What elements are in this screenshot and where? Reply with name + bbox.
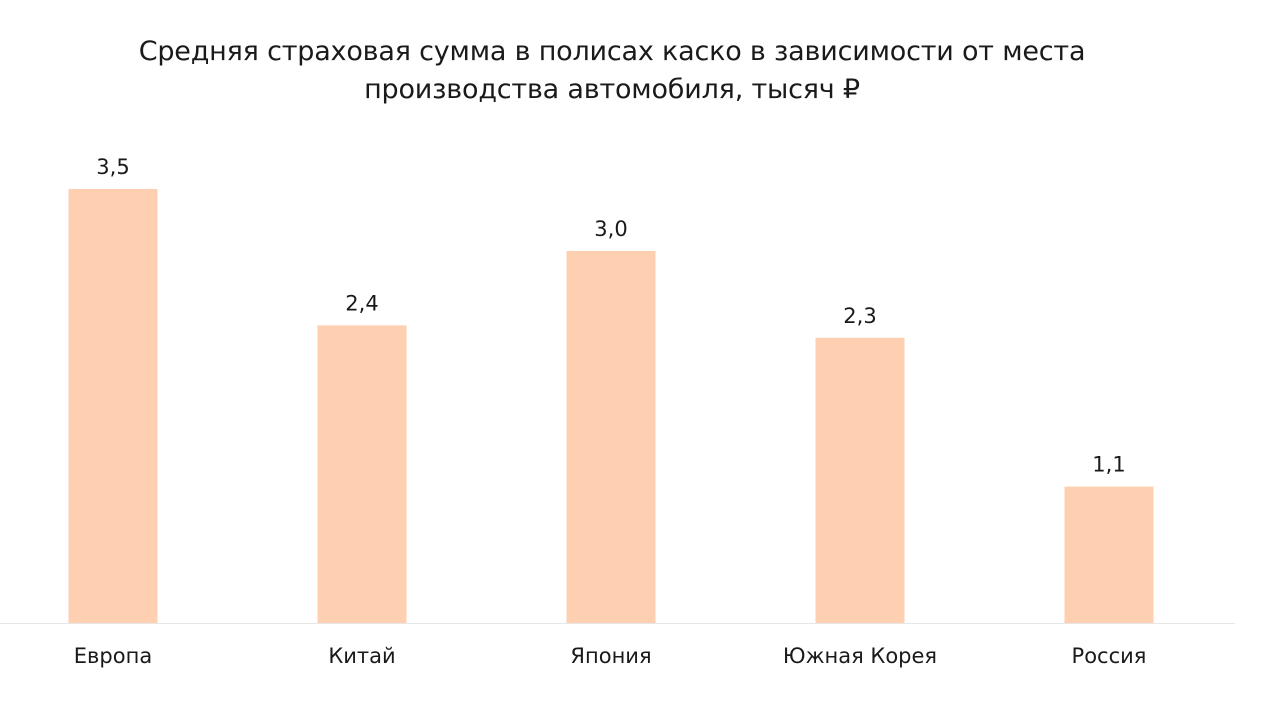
- x-tick-label-0: Европа: [74, 644, 152, 668]
- x-tick-labels-group: Европа Китай Япония Южная Корея Россия: [74, 644, 1147, 668]
- bar-value-label-1: 2,4: [345, 291, 378, 315]
- value-labels-group: 3,5 2,4 3,0 2,3 1,1: [96, 155, 1125, 477]
- bar-0: [68, 189, 158, 623]
- bars-group: [68, 189, 1154, 623]
- bar-1: [317, 325, 407, 623]
- bar-value-label-4: 1,1: [1092, 453, 1125, 477]
- bar-value-label-0: 3,5: [96, 155, 129, 179]
- bar-value-label-2: 3,0: [594, 217, 627, 241]
- bar-2: [566, 251, 656, 623]
- x-tick-label-4: Россия: [1072, 644, 1147, 668]
- bar-4: [1064, 486, 1154, 623]
- bar-3: [815, 337, 905, 623]
- x-tick-label-2: Япония: [570, 644, 651, 668]
- chart-title-line-1: Средняя страховая сумма в полисах каско …: [138, 36, 1086, 67]
- chart-title-line-2: производства автомобиля, тысяч ₽: [364, 74, 860, 105]
- x-tick-label-1: Китай: [328, 644, 395, 668]
- x-tick-label-3: Южная Корея: [783, 644, 937, 668]
- chart-title: Средняя страховая сумма в полисах каско …: [0, 33, 1224, 109]
- bar-value-label-3: 2,3: [843, 304, 876, 328]
